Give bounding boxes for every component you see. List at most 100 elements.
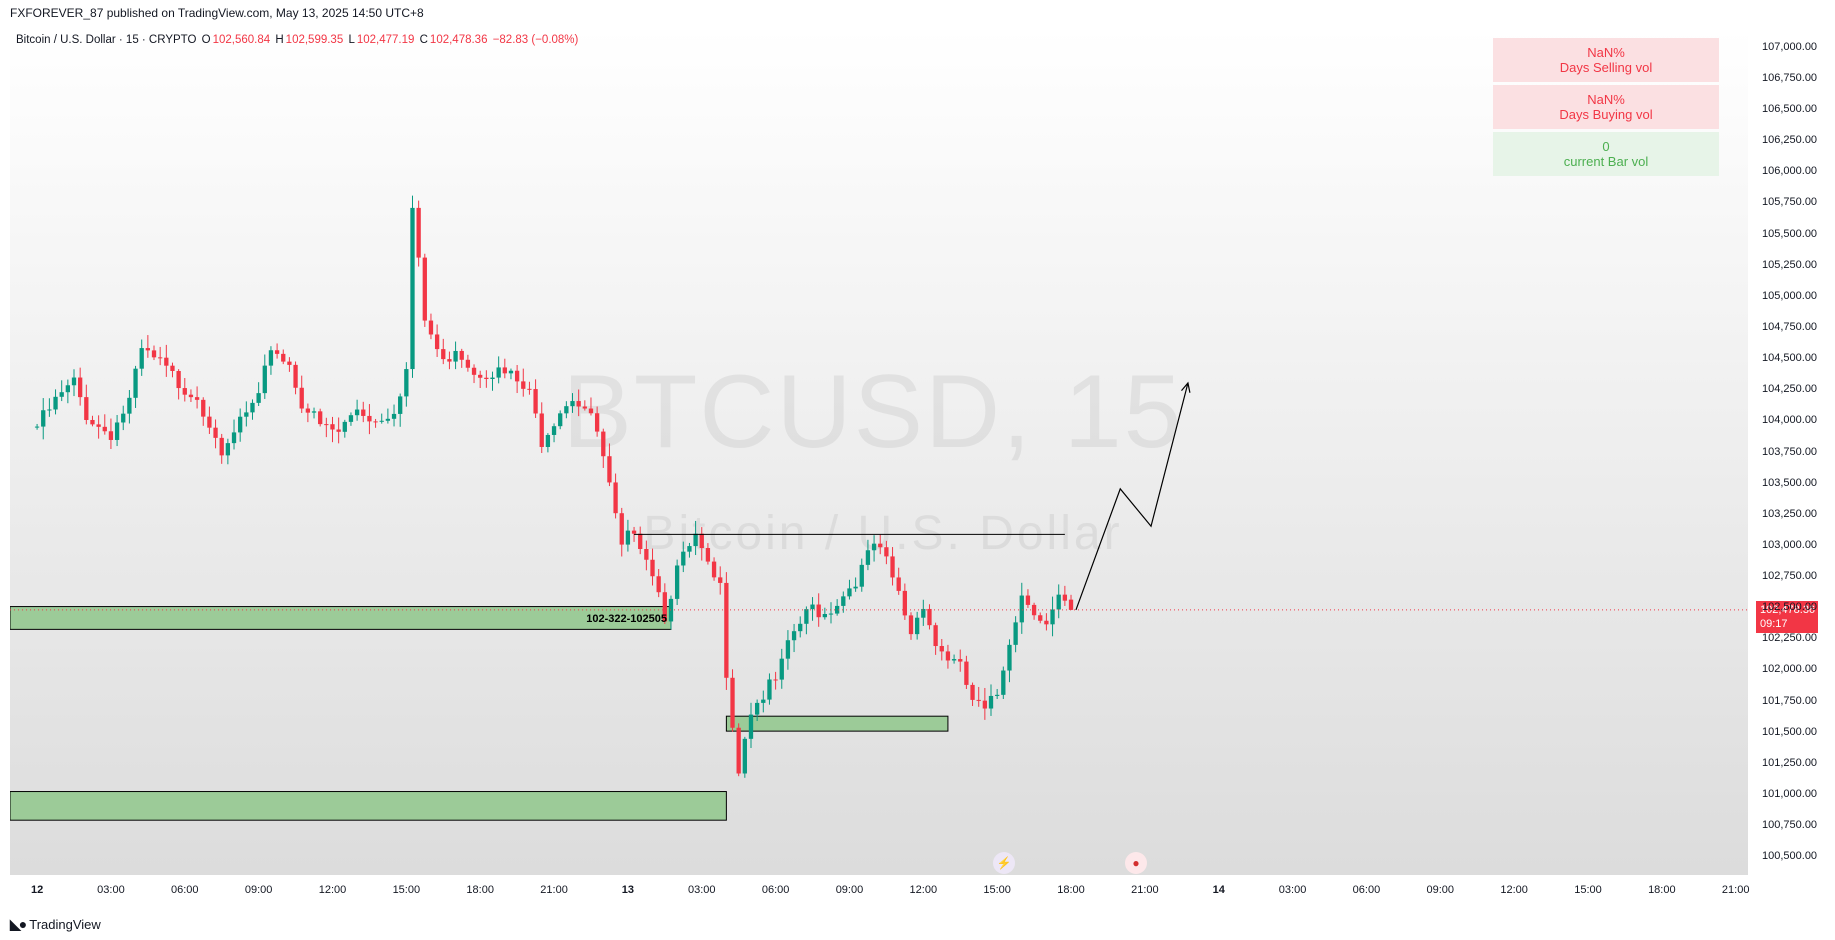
legend-close-value: 102,478.36 [429,34,488,46]
candle-body-69 [459,350,464,360]
x-tick-label: 21:00 [1131,884,1159,896]
candle-body-2 [47,409,52,411]
candle-body-5 [65,385,71,393]
candle-body-108 [699,533,704,549]
demand-zone-0 [10,606,672,630]
legend-symbol: Bitcoin / U.S. Dollar · 15 · CRYPTO [16,34,197,46]
x-tick-label: 09:00 [1426,884,1455,896]
candle-body-161 [1025,595,1031,605]
candle-body-27 [201,399,206,417]
candle-body-40 [281,353,286,362]
candle-body-154 [982,700,988,709]
candle-body-68 [453,350,458,362]
candle-body-142 [908,615,914,635]
selling-vol-value: NaN% [1587,45,1625,60]
candle-body-157 [1001,670,1006,695]
candle-body-8 [84,397,89,420]
candle-body-145 [927,608,932,626]
candle-body-168 [1068,599,1074,610]
candle-body-82 [539,413,544,447]
current-bar-vol-cell: 0 current Bar vol [1493,132,1719,176]
candle-body-165 [1050,609,1055,625]
y-tick-label: 105,250.00 [1762,258,1818,271]
legend-change: −82.83 (−0.08%) [492,34,579,46]
candle-body-156 [995,694,1000,696]
candle-body-71 [471,367,477,375]
candle-body-127 [816,604,821,618]
y-tick-label: 102,750.00 [1762,570,1818,583]
candle-body-150 [958,659,963,662]
y-tick-label: 103,250.00 [1762,507,1818,520]
x-tick-label: 15:00 [1574,884,1602,896]
candle-body-94 [613,482,618,514]
buying-vol-value: NaN% [1587,92,1625,107]
candle-body-119 [767,679,772,700]
x-tick-label: 09:00 [244,884,273,896]
candle-body-50 [342,421,347,432]
candle-body-155 [988,695,994,709]
x-tick-label: 03:00 [1278,884,1307,896]
candle-body-23 [176,371,181,389]
y-tick-label: 106,500.00 [1762,102,1818,115]
candle-body-39 [274,350,280,354]
demand-zone-1 [725,715,949,732]
candle-body-13 [114,422,120,440]
candle-body-67 [447,359,452,362]
candle-body-54 [367,415,372,422]
us-flag-event-icon[interactable]: ● [1125,852,1147,874]
candle-body-148 [945,651,951,661]
y-tick-label: 105,750.00 [1762,196,1818,209]
candle-body-19 [151,350,157,358]
candle-body-133 [853,586,858,589]
candle-body-52 [354,409,360,416]
y-tick-label: 107,000.00 [1762,40,1818,53]
candle-body-89 [582,406,587,409]
candle-body-124 [798,623,803,632]
y-tick-label: 104,750.00 [1762,320,1818,333]
candle-body-138 [884,547,889,557]
candle-body-34 [244,412,249,417]
last-price-tag: 102,478.36 09:17 [1756,600,1818,633]
price-axis[interactable]: 102,478.36 09:17 100,500.00 100,750.00 101… [1748,28,1835,875]
candle-body-64 [428,320,434,335]
candle-body-93 [607,456,612,483]
candle-body-160 [1019,595,1024,623]
candle-body-49 [336,429,341,432]
y-tick-label: 102,250.00 [1762,632,1818,645]
candle-body-92 [601,431,606,457]
candle-body-21 [164,357,169,366]
tradingview-logo[interactable]: ◣● TradingView [10,916,101,933]
candle-body-11 [102,426,107,432]
crypto-event-icon[interactable]: ⚡ [993,852,1015,874]
candle-body-87 [570,401,575,407]
candle-body-65 [434,334,440,350]
candle-body-141 [902,590,908,616]
x-tick-label: 06:00 [761,884,790,896]
legend-close-label: C [419,34,428,46]
candle-body-130 [834,605,840,614]
x-tick-label: 18:00 [466,884,494,896]
candle-body-45 [311,411,317,413]
candle-body-86 [564,406,569,414]
candle-body-48 [330,424,335,430]
candle-body-98 [638,533,643,549]
x-tick-label: 14 [1212,884,1225,896]
x-tick-label: 18:00 [1057,884,1085,896]
candle-body-62 [416,207,421,258]
y-tick-label: 104,000.00 [1762,414,1818,427]
candle-body-38 [268,350,274,366]
candle-body-110 [711,561,717,578]
y-tick-label: 101,000.00 [1762,788,1818,801]
tradingview-brand: TradingView [29,917,101,932]
candlestick-chart: 102-322-102505 [10,195,1748,821]
candle-body-132 [847,588,852,597]
chart-plot-area[interactable]: BTCUSD, 15 Bitcoin / U.S. Dollar 102-322… [10,28,1748,875]
candle-body-166 [1056,594,1061,610]
x-tick-label: 12 [30,884,44,896]
candle-body-129 [828,613,834,615]
candle-body-73 [484,377,489,380]
candle-body-140 [896,577,901,591]
time-axis[interactable]: 12 03:00 06:00 09:00 12:00 15:00 18:00 21:00 13 0… [10,875,1749,910]
buying-vol-label: Days Buying vol [1559,107,1653,122]
candle-body-12 [108,431,114,440]
